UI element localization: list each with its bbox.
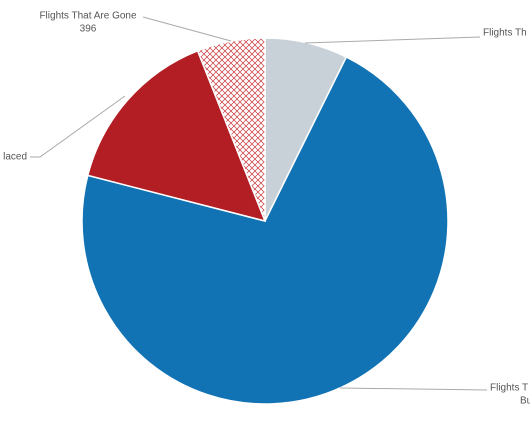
- value-label: 396: [80, 24, 97, 35]
- leader-line: [339, 387, 488, 391]
- leader-line: [30, 95, 126, 158]
- slice-label: Flights T: [490, 383, 528, 394]
- pie-slice: [86, 49, 267, 223]
- pie-slice: [81, 56, 449, 405]
- slice-label: Flights Th: [483, 28, 527, 39]
- slice-label: laced: [3, 152, 27, 163]
- slice-label: Flights That Are Gone: [39, 11, 137, 22]
- leader-line: [142, 16, 232, 42]
- slice-label: Bu: [520, 396, 530, 407]
- leader-line: [304, 36, 481, 44]
